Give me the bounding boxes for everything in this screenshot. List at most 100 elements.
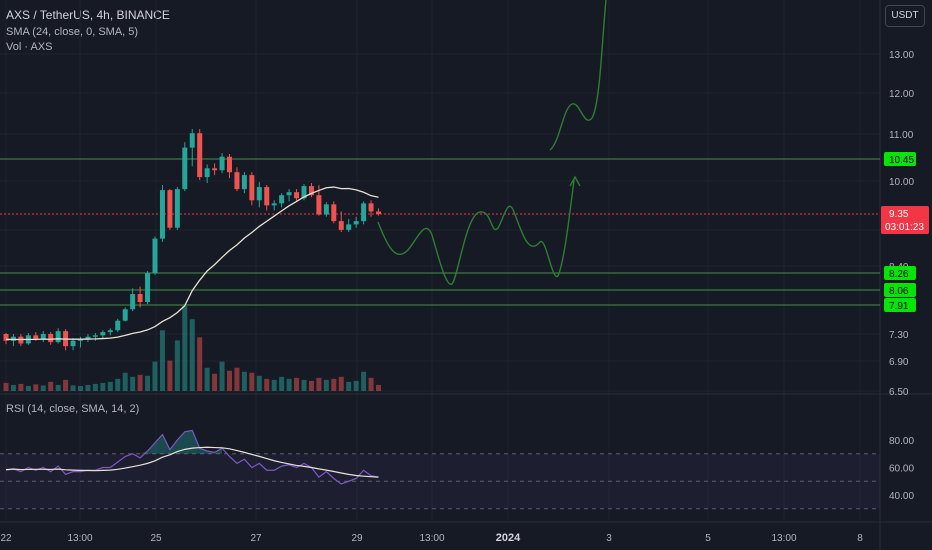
- candle-body: [48, 334, 54, 343]
- volume-bar: [70, 385, 76, 391]
- price-tick-label: 13.00: [889, 50, 914, 61]
- price-tick-label: 6.50: [889, 387, 909, 398]
- axes: 13.0012.0011.0010.008.407.306.906.5080.0…: [0, 50, 929, 544]
- sma-indicator-label[interactable]: SMA (24, close, 0, SMA, 5): [6, 26, 139, 38]
- projection-drawing[interactable]: [377, 0, 607, 285]
- candle-body: [152, 238, 158, 273]
- rsi-tick-label: 40.00: [889, 491, 914, 502]
- candle-body: [197, 133, 203, 178]
- volume-bars: [3, 306, 381, 391]
- time-tick-label: 22: [0, 533, 12, 544]
- volume-bar: [241, 371, 247, 391]
- time-tick-label: 27: [250, 533, 262, 544]
- rsi-tick-label: 80.00: [889, 436, 914, 447]
- candle-body: [301, 186, 307, 199]
- candle-body: [279, 195, 285, 204]
- volume-bar: [63, 379, 69, 391]
- candle-body: [137, 294, 143, 302]
- volume-bar: [55, 384, 61, 391]
- time-tick-label: 5: [705, 533, 711, 544]
- rsi-indicator-label[interactable]: RSI (14, close, SMA, 14, 2): [6, 403, 140, 415]
- candle-body: [219, 156, 225, 171]
- candle-body: [40, 334, 46, 340]
- volume-bar: [137, 374, 143, 391]
- candle-body: [256, 187, 262, 201]
- time-tick-label: 3: [606, 533, 612, 544]
- candle-body: [249, 175, 255, 201]
- current-price-label: 9.35: [889, 209, 909, 220]
- volume-bar: [331, 378, 337, 391]
- volume-bar: [368, 377, 374, 391]
- candle-body: [271, 203, 277, 206]
- volume-bar: [219, 361, 225, 391]
- volume-bar: [189, 319, 195, 391]
- volume-bar: [159, 330, 165, 391]
- volume-bar: [48, 381, 54, 391]
- candle-body: [122, 309, 128, 321]
- current-price-label-bg: [881, 206, 929, 234]
- time-tick-label: 13:00: [771, 533, 796, 544]
- candle-body: [331, 204, 337, 222]
- candle-body: [264, 187, 270, 206]
- candle-body: [85, 336, 91, 340]
- candle-body: [353, 221, 359, 225]
- level-label-bg: [884, 283, 916, 297]
- rsi-line: [5, 429, 379, 485]
- time-tick-label: 25: [150, 533, 162, 544]
- price-tick-label: 10.00: [889, 177, 914, 188]
- time-tick-label: 2024: [496, 532, 521, 544]
- volume-bar: [376, 384, 381, 391]
- candle-body: [115, 320, 121, 331]
- level-label: 7.91: [889, 301, 909, 312]
- candle-body: [130, 294, 136, 310]
- candle-body: [316, 195, 322, 215]
- volume-bar: [271, 379, 277, 391]
- volume-bar: [130, 376, 136, 391]
- volume-bar: [78, 385, 83, 391]
- level-label: 10.45: [889, 155, 914, 166]
- candle-body: [92, 335, 98, 337]
- level-label-bg: [884, 298, 916, 312]
- candlesticks: [3, 129, 381, 351]
- currency-button[interactable]: USDT: [885, 5, 925, 27]
- volume-bar: [279, 376, 285, 391]
- volume-bar: [152, 361, 158, 391]
- rsi-overbought-fill: [132, 430, 223, 454]
- volume-bar: [197, 337, 203, 391]
- candle-body: [323, 204, 329, 215]
- candle-body: [159, 190, 165, 239]
- candle-body: [55, 331, 61, 343]
- price-tick-label: 7.30: [889, 330, 909, 341]
- volume-bar: [100, 382, 106, 391]
- volume-indicator-label[interactable]: Vol · AXS: [6, 41, 53, 53]
- candle-body: [182, 147, 188, 190]
- volume-bar: [25, 385, 31, 391]
- candle-body: [376, 211, 381, 214]
- candle-body: [294, 192, 300, 199]
- rsi-tick-label: 60.00: [889, 464, 914, 475]
- volume-bar: [316, 377, 322, 391]
- candle-body: [174, 189, 180, 228]
- rsi-ma-line: [5, 446, 379, 478]
- candle-body: [204, 168, 210, 178]
- volume-bar: [227, 370, 232, 391]
- volume-bar: [204, 367, 210, 391]
- price-tick-label: 12.00: [889, 89, 914, 100]
- time-tick-label: 13:00: [419, 533, 444, 544]
- volume-bar: [308, 380, 314, 391]
- candle-body: [361, 203, 367, 222]
- volume-bar: [212, 373, 218, 391]
- candle-body: [78, 339, 83, 341]
- volume-bar: [346, 381, 352, 391]
- sma-line: [5, 186, 379, 341]
- volume-bar: [107, 381, 113, 391]
- price-tick-label: 11.00: [889, 130, 914, 141]
- candle-body: [346, 224, 352, 230]
- volume-bar: [122, 372, 128, 391]
- volume-bar: [286, 378, 292, 391]
- candle-body: [308, 186, 314, 196]
- volume-bar: [174, 340, 180, 391]
- volume-bar: [256, 375, 262, 391]
